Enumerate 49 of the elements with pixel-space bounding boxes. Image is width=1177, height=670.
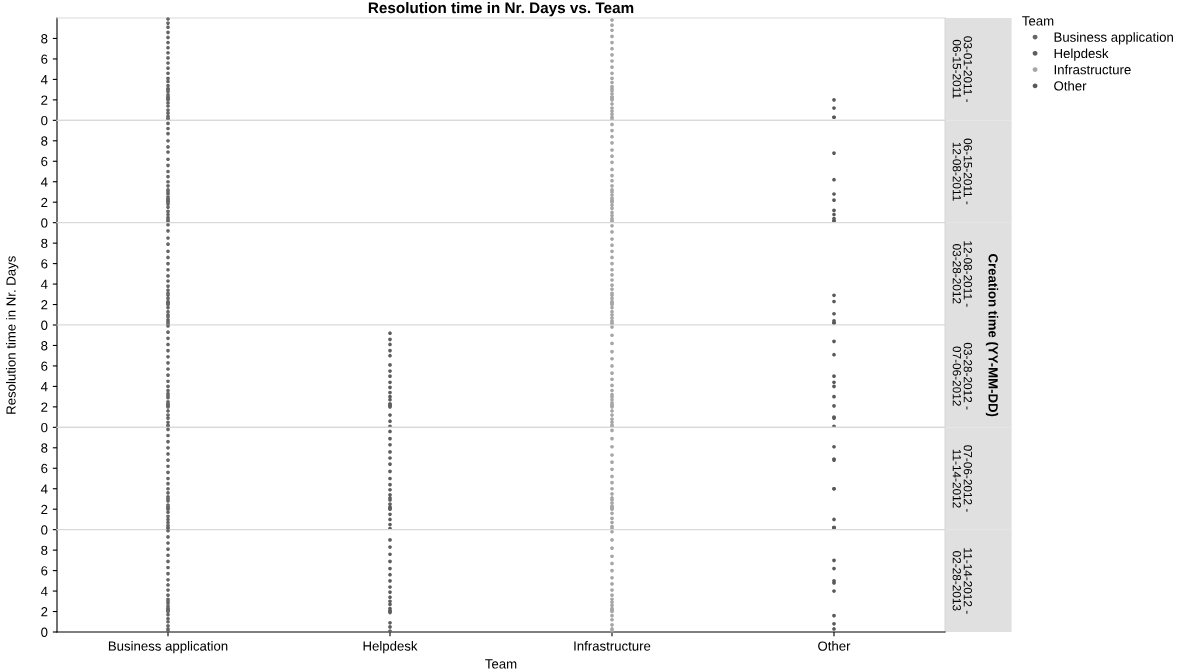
y-tick-label: 8 [41,34,48,44]
x-tick-label: Business application [108,641,228,654]
y-tick-label: 0 [41,627,48,637]
y-tick-label: 6 [41,156,48,167]
y-tick-label: 4 [40,279,48,289]
legend-title: Team [1022,16,1054,26]
y-tick-label: 8 [41,443,48,453]
y-tick-label: 2 [41,300,48,310]
chart-title: Resolution time in Nr. Days vs. Team [368,2,634,17]
text: 06-15-2011 - 12-08-2011 [952,138,973,205]
y-tick-label: 0 [41,525,48,535]
y-tick-label: 4 [40,586,48,596]
legend-label: Infrastructure [1054,64,1131,75]
y-tick-label: 6 [41,54,48,64]
text: 07-06-2012 - 11-14-2012 [952,445,973,512]
y-tick-label: 2 [41,197,48,207]
x-axis-title: Team [485,659,517,669]
y-tick-label: 8 [41,136,48,146]
y-tick-label: 2 [41,402,48,412]
y-tick-label: 6 [41,566,48,576]
y-tick-label: 6 [41,361,48,371]
y-tick-label: 0 [41,320,48,330]
y-tick-label: 4 [40,177,48,187]
y-tick-label: 4 [40,382,48,392]
y-tick-label: 6 [41,259,48,269]
legend-label: Helpdesk [1054,48,1109,61]
y-tick-label: 0 [41,422,48,433]
x-tick-label: Helpdesk [363,641,418,654]
text: Creation time (YY-MM-DD) [985,254,999,417]
y-tick-label: 8 [41,238,48,249]
x-tick-label: Infrastructure [574,641,651,651]
y-tick-label: 2 [41,504,48,514]
y-tick-label: 0 [41,218,48,228]
text: 03-28-2012 - 07-06-2012 [952,342,973,410]
x-tick-label: Other [818,641,851,651]
text: 12-08-2011 - 03-28-2012 [952,241,973,307]
y-tick-label: 4 [40,75,48,85]
y-tick-label: 2 [41,95,48,105]
y-tick-label: 8 [41,341,48,351]
y-tick-label: 2 [41,607,48,617]
legend-label: Business application [1054,32,1173,45]
y-tick-label: 0 [41,115,48,126]
y-tick-label: 6 [41,463,48,474]
legend-label: Other [1054,80,1087,91]
text: 03-01-2011 - 06-15-2011 [952,36,973,103]
y-axis-title: Resolution time in Nr. Days [6,256,19,414]
y-tick-label: 8 [41,545,48,556]
text: 11-14-2012 - 02-28-2013 [952,548,973,614]
y-tick-label: 4 [40,484,48,494]
